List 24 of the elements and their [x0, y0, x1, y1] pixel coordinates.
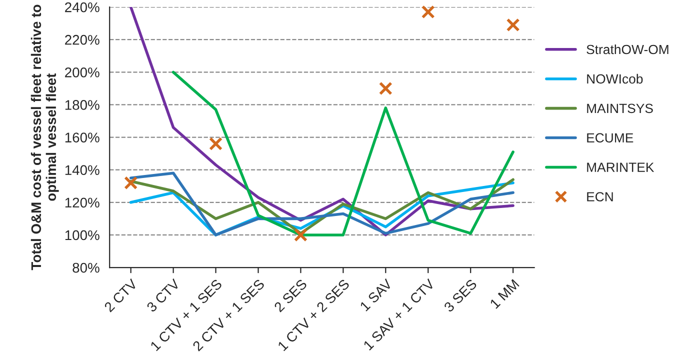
legend-label: ECN: [587, 192, 613, 202]
y-tick-label: 240%: [65, 2, 100, 12]
x-tick-label: 1 MM: [490, 279, 520, 309]
y-tick-label: 220%: [65, 34, 100, 45]
y-tick-label: 140%: [65, 165, 100, 176]
y-tick-label: 200%: [65, 67, 100, 78]
point: [378, 82, 392, 96]
line-series: [172, 70, 514, 236]
point: [294, 228, 308, 242]
y-tick-label: 100%: [65, 230, 100, 240]
y-axis-title: Total O&M cost of vessel fleet relative to optimal vessel fleet: [30, 4, 59, 270]
y-tick-label: 180%: [65, 100, 100, 110]
point: [506, 18, 520, 32]
legend-label: ECUME: [587, 133, 634, 143]
legend-label: StrathOW-OM: [586, 44, 668, 54]
y-tick-label: 120%: [65, 198, 100, 208]
point: [209, 137, 223, 151]
legend-label: MAINTSYS: [587, 104, 653, 114]
point: [421, 5, 435, 19]
y-tick-label: 80%: [72, 262, 100, 273]
legend-label: MARINTEK: [587, 162, 654, 172]
point: [124, 176, 138, 190]
legend-label: NOWIcob: [587, 74, 643, 84]
y-tick-label: 160%: [65, 132, 100, 142]
